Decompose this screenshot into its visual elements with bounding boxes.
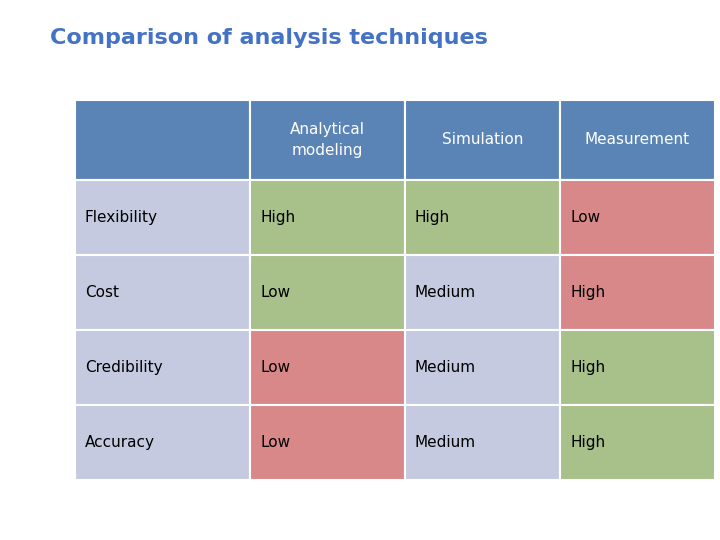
- Bar: [560, 405, 715, 480]
- Text: Accuracy: Accuracy: [85, 435, 155, 450]
- Text: Medium: Medium: [415, 285, 476, 300]
- Bar: [405, 180, 560, 255]
- Text: Medium: Medium: [415, 360, 476, 375]
- Text: Comparison of analysis techniques: Comparison of analysis techniques: [50, 28, 488, 48]
- Bar: [75, 255, 250, 330]
- Text: Measurement: Measurement: [585, 132, 690, 147]
- Text: High: High: [415, 210, 450, 225]
- Bar: [405, 405, 560, 480]
- Text: Low: Low: [570, 210, 600, 225]
- Bar: [560, 255, 715, 330]
- Text: Low: Low: [260, 285, 290, 300]
- Text: High: High: [570, 285, 605, 300]
- Bar: [560, 330, 715, 405]
- Text: Simulation: Simulation: [442, 132, 523, 147]
- Bar: [75, 330, 250, 405]
- Bar: [75, 100, 250, 180]
- Text: High: High: [260, 210, 295, 225]
- Bar: [250, 100, 405, 180]
- Bar: [250, 180, 405, 255]
- Bar: [250, 405, 405, 480]
- Text: Flexibility: Flexibility: [85, 210, 158, 225]
- Text: Analytical
modeling: Analytical modeling: [290, 122, 365, 158]
- Text: Low: Low: [260, 435, 290, 450]
- Bar: [75, 405, 250, 480]
- Text: High: High: [570, 360, 605, 375]
- Text: Credibility: Credibility: [85, 360, 163, 375]
- Bar: [405, 100, 560, 180]
- Text: Medium: Medium: [415, 435, 476, 450]
- Bar: [75, 180, 250, 255]
- Bar: [250, 330, 405, 405]
- Bar: [405, 255, 560, 330]
- Text: Low: Low: [260, 360, 290, 375]
- Bar: [560, 180, 715, 255]
- Text: Cost: Cost: [85, 285, 119, 300]
- Bar: [560, 100, 715, 180]
- Text: High: High: [570, 435, 605, 450]
- Bar: [250, 255, 405, 330]
- Bar: [405, 330, 560, 405]
